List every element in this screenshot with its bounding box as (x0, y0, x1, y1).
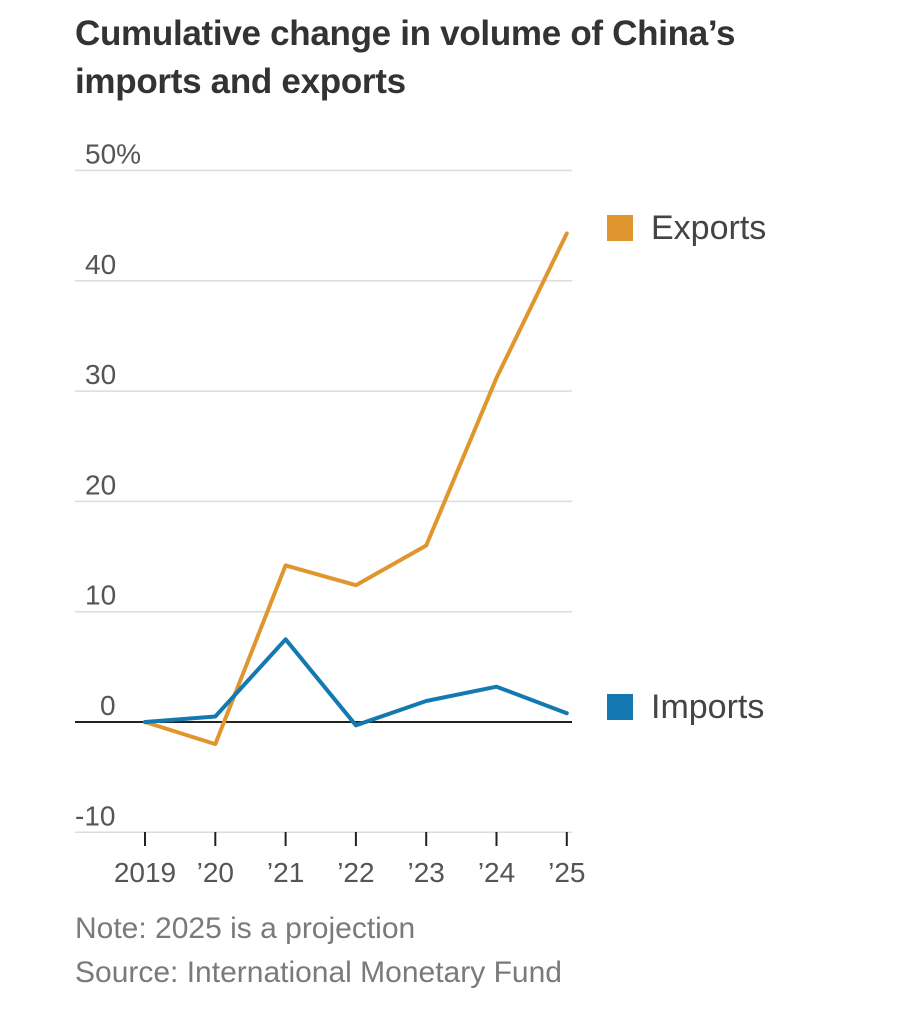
chart-title-line-2: imports and exports (75, 62, 406, 101)
legend: Exports Imports (607, 209, 766, 726)
series-line-imports (143, 637, 569, 728)
chart-note: Note: 2025 is a projection (75, 912, 416, 945)
gridlines (75, 169, 572, 834)
chart-title-line-1: Cumulative change in volume of China’s (75, 14, 736, 53)
y-tick-label: 30 (85, 359, 116, 390)
chart-source: Source: International Monetary Fund (75, 956, 562, 989)
x-axis: 2019 ’20 ’21 ’22 ’23 ’24 ’25 (114, 832, 585, 888)
x-tick-label: ’20 (197, 857, 234, 888)
legend-swatch-exports (607, 215, 633, 241)
y-axis-tick-labels: 50% 40 30 20 10 0 -10 (75, 139, 141, 832)
x-tick-label: ’22 (337, 857, 374, 888)
series-line-exports (143, 231, 569, 747)
x-tick-label: ’24 (478, 857, 515, 888)
y-tick-label: -10 (75, 800, 115, 831)
y-tick-label: 40 (85, 249, 116, 280)
x-tick-label: ’25 (548, 857, 585, 888)
x-tick-label: ’21 (267, 857, 304, 888)
y-tick-label: 20 (85, 469, 116, 500)
legend-label-imports: Imports (651, 688, 764, 726)
x-tick-label: ’23 (408, 857, 445, 888)
series-lines (143, 231, 569, 747)
legend-swatch-imports (607, 694, 633, 720)
x-tick-label: 2019 (114, 857, 176, 888)
chart-title: Cumulative change in volume of China’s i… (75, 10, 875, 106)
y-tick-label: 50% (85, 139, 141, 170)
legend-label-exports: Exports (651, 209, 766, 247)
y-tick-label: 10 (85, 580, 116, 611)
y-tick-label: 0 (100, 690, 116, 721)
